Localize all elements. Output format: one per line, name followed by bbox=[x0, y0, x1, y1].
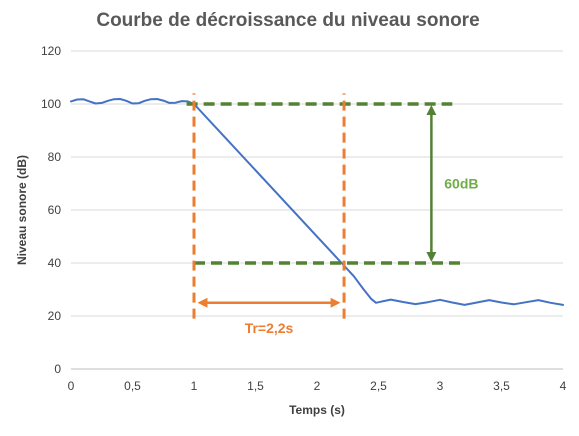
x-tick-label: 4 bbox=[560, 379, 567, 393]
y-axis-label: Niveau sonore (dB) bbox=[15, 155, 29, 265]
x-tick-label: 3,5 bbox=[493, 379, 510, 393]
x-tick-label: 0 bbox=[68, 379, 75, 393]
reverberation-time-label: Tr=2,2s bbox=[245, 320, 294, 336]
y-tick-label: 0 bbox=[54, 362, 61, 376]
x-tick-label: 2 bbox=[314, 379, 321, 393]
x-tick-label: 1 bbox=[191, 379, 198, 393]
y-tick-label: 40 bbox=[48, 256, 62, 270]
y-tick-label: 100 bbox=[41, 97, 61, 111]
y-tick-label: 20 bbox=[48, 309, 62, 323]
x-tick-label: 2,5 bbox=[370, 379, 387, 393]
annotations bbox=[186, 93, 465, 319]
x-tick-label: 3 bbox=[437, 379, 444, 393]
x-tick-label: 0,5 bbox=[124, 379, 141, 393]
horizontal-gridlines bbox=[71, 50, 563, 370]
series-line bbox=[70, 98, 564, 306]
level-difference-label: 60dB bbox=[444, 176, 478, 192]
data-series bbox=[70, 98, 564, 306]
y-tick-label: 60 bbox=[48, 203, 62, 217]
y-tick-labels: 0 20 40 60 80 100 120 bbox=[41, 44, 61, 376]
chart-title: Courbe de décroissance du niveau sonore bbox=[96, 10, 479, 31]
x-tick-labels: 0 0,5 1 1,5 2 2,5 3 3,5 4 bbox=[68, 379, 567, 393]
x-tick-label: 1,5 bbox=[247, 379, 264, 393]
y-tick-label: 120 bbox=[41, 44, 61, 58]
y-tick-label: 80 bbox=[48, 150, 62, 164]
x-axis-label: Temps (s) bbox=[289, 403, 345, 417]
